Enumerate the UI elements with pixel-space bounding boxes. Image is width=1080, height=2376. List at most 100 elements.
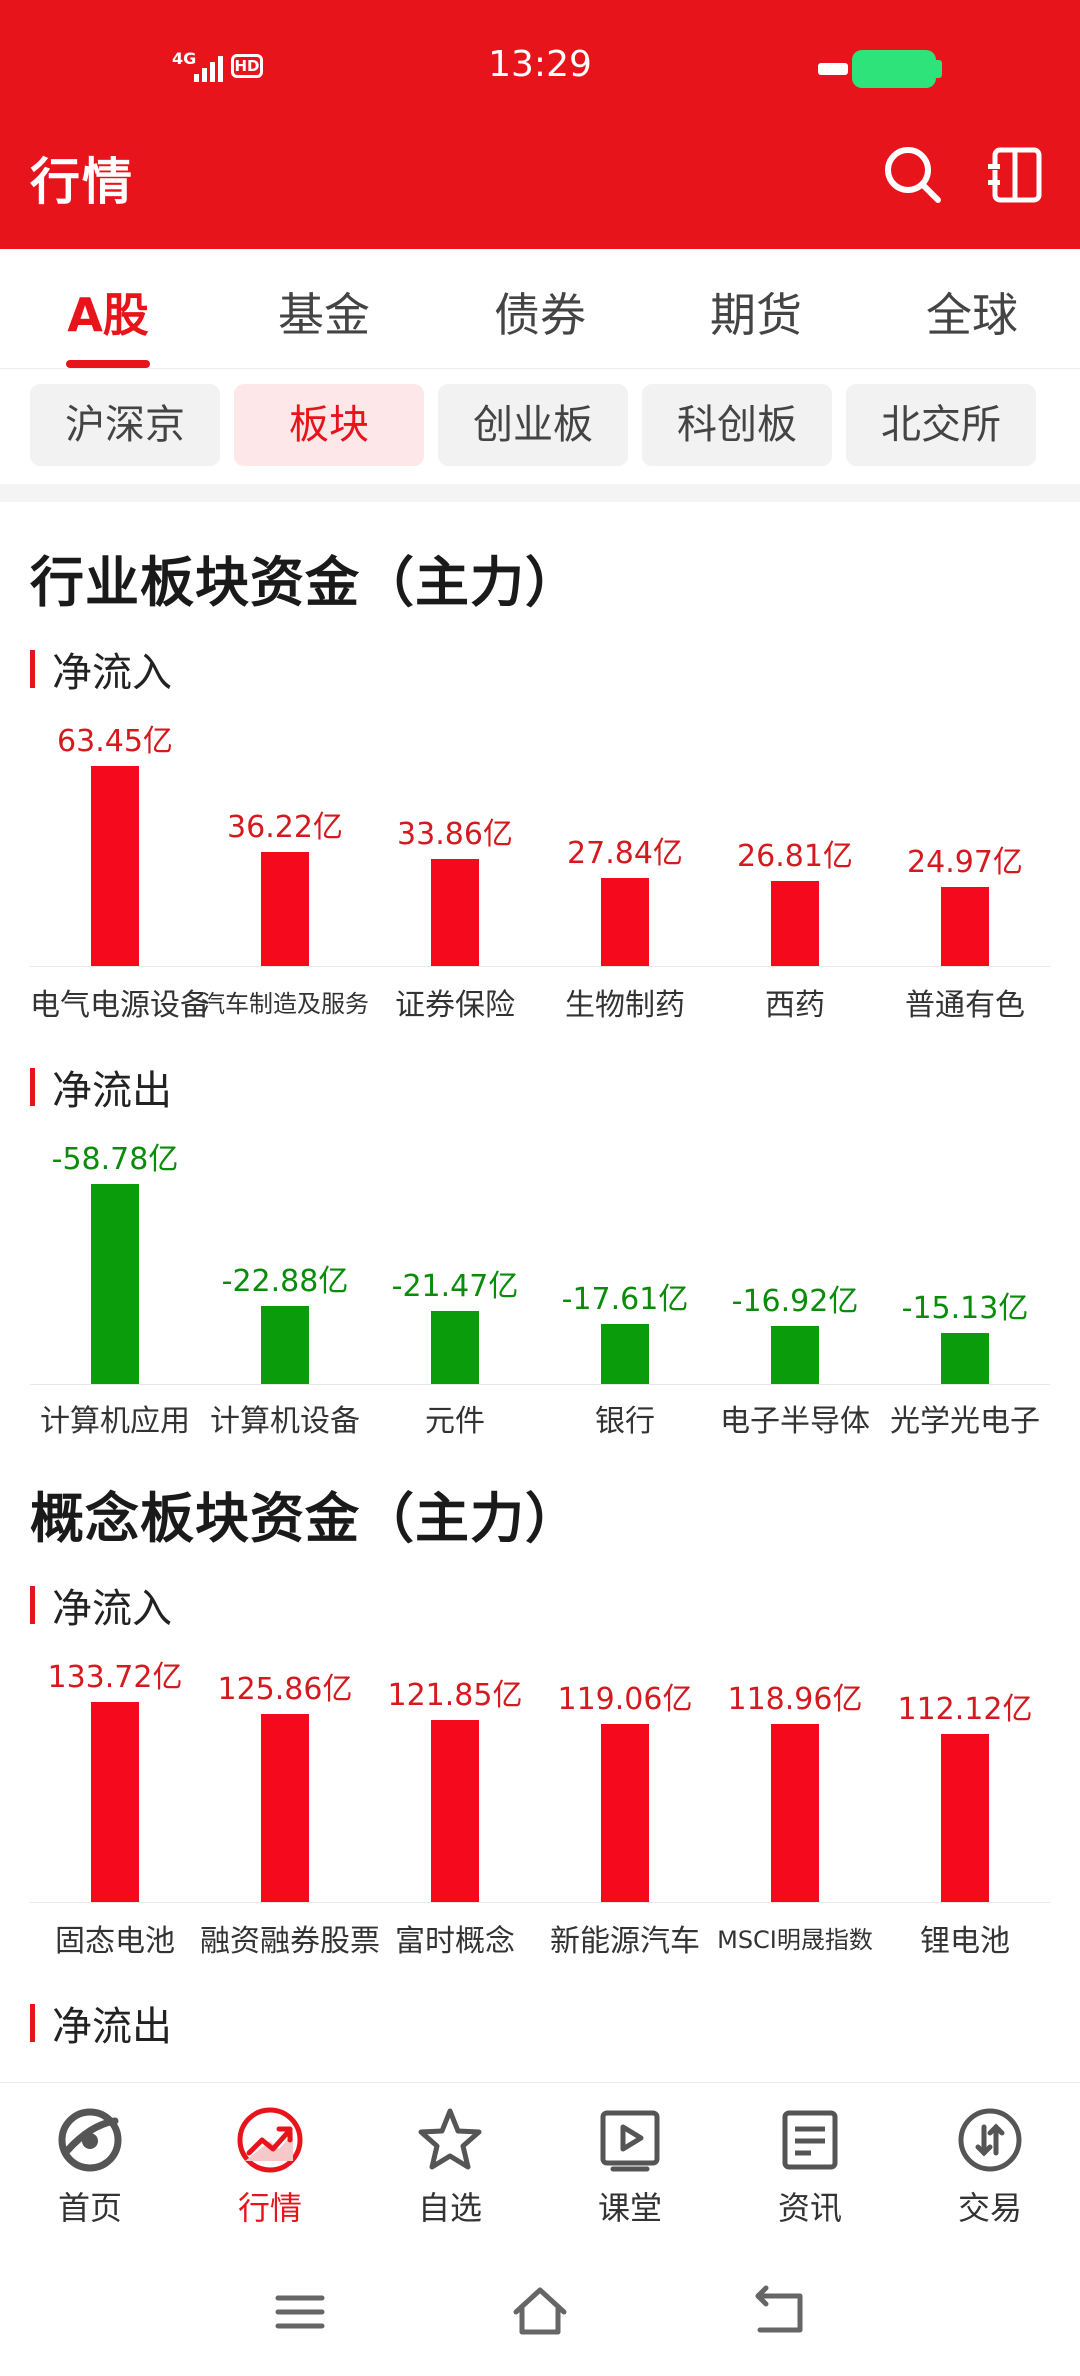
nav-label: 行情 xyxy=(237,2189,302,2227)
bar-column[interactable]: -58.78亿 xyxy=(30,1094,200,1384)
bar-column[interactable]: -22.88亿 xyxy=(200,1094,370,1384)
concept-section-title: 概念板块资金（主力） xyxy=(30,1487,580,1550)
industry-inflow-chart: 63.45亿 36.22亿 33.86亿 27.84亿 26.81亿 24.97亿 xyxy=(30,676,1050,966)
subtab-hushenjing[interactable]: 沪深京 xyxy=(30,384,220,466)
bar-value-label: -21.47亿 xyxy=(391,1269,519,1304)
home-logo-icon xyxy=(58,2108,122,2172)
bar-column[interactable]: 36.22亿 xyxy=(200,676,370,966)
tab-bond[interactable]: 债券 xyxy=(494,288,586,342)
bar-value-label: 24.97亿 xyxy=(907,845,1023,880)
bar-value-label: 33.86亿 xyxy=(397,817,513,852)
battery-icon xyxy=(852,50,936,88)
nav-market[interactable]: 行情 xyxy=(180,2105,360,2229)
chart-bar xyxy=(431,1311,479,1384)
signal-4g-icon: 4G xyxy=(172,49,223,82)
tab-fund[interactable]: 基金 xyxy=(278,288,370,342)
bar-value-label: -58.78亿 xyxy=(51,1142,179,1177)
category-label: 西药 xyxy=(765,988,825,1023)
back-icon[interactable] xyxy=(750,2282,810,2342)
category-label: 富时概念 xyxy=(395,1924,515,1959)
subtab-bse[interactable]: 北交所 xyxy=(846,384,1036,466)
home-icon[interactable] xyxy=(510,2282,570,2342)
network-type: 4G xyxy=(172,49,196,68)
concept-inflow-categories: 固态电池 融资融券股票 富时概念 新能源汽车 MSCI明晟指数 锂电池 xyxy=(30,1916,1050,1960)
bar-value-label: -15.13亿 xyxy=(901,1291,1029,1326)
charging-plug-icon xyxy=(818,63,848,75)
category-label: 普通有色 xyxy=(905,988,1025,1023)
category-label: 生物制药 xyxy=(565,988,685,1023)
chart-bar xyxy=(771,1724,819,1902)
industry-outflow-label: 净流出 xyxy=(30,1058,172,1116)
category-label: 电子半导体 xyxy=(720,1404,870,1439)
chart-bar xyxy=(601,1724,649,1902)
tab-a-share[interactable]: A股 xyxy=(67,288,149,342)
bar-value-label: 63.45亿 xyxy=(57,724,173,759)
bar-value-label: 27.84亿 xyxy=(567,836,683,871)
chart-bar xyxy=(771,881,819,966)
category-label: 光学光电子 xyxy=(890,1404,1040,1439)
category-label: MSCI明晟指数 xyxy=(717,1926,873,1954)
chart-bar xyxy=(601,878,649,966)
phone-book-icon[interactable] xyxy=(985,142,1049,206)
bar-column[interactable]: 112.12亿 xyxy=(880,1612,1050,1902)
bar-value-label: 118.96亿 xyxy=(727,1682,863,1717)
industry-outflow-chart: -58.78亿 -22.88亿 -21.47亿 -17.61亿 -16.92亿 -15.1… xyxy=(30,1094,1050,1384)
nav-trade[interactable]: 交易 xyxy=(900,2105,1080,2229)
subtab-sector[interactable]: 板块 xyxy=(234,384,424,466)
news-document-icon xyxy=(782,2110,838,2170)
category-label: 固态电池 xyxy=(55,1924,175,1959)
bar-column[interactable]: 121.85亿 xyxy=(370,1612,540,1902)
industry-outflow-categories: 计算机应用 计算机设备 元件 银行 电子半导体 光学光电子 xyxy=(30,1396,1050,1440)
bar-column[interactable]: 63.45亿 xyxy=(30,676,200,966)
industry-inflow-label: 净流入 xyxy=(30,640,172,698)
nav-label: 交易 xyxy=(957,2189,1022,2227)
chart-bar xyxy=(941,887,989,966)
chart-bar xyxy=(431,1720,479,1902)
bar-column[interactable]: 26.81亿 xyxy=(710,676,880,966)
top-header: 4G HD 13:29 行情 xyxy=(0,0,1080,249)
trend-chart-icon xyxy=(237,2107,303,2173)
chart-baseline xyxy=(30,966,1050,967)
bar-column[interactable]: 133.72亿 xyxy=(30,1612,200,1902)
tab-futures[interactable]: 期货 xyxy=(710,288,802,342)
category-label: 计算机设备 xyxy=(210,1404,360,1439)
bar-column[interactable]: -16.92亿 xyxy=(710,1094,880,1384)
chart-bar xyxy=(431,859,479,966)
nav-home[interactable]: 首页 xyxy=(0,2105,180,2229)
menu-icon[interactable] xyxy=(270,2282,330,2342)
bar-column[interactable]: 33.86亿 xyxy=(370,676,540,966)
chart-bar xyxy=(261,1714,309,1902)
bar-value-label: 121.85亿 xyxy=(387,1678,523,1713)
bar-column[interactable]: -15.13亿 xyxy=(880,1094,1050,1384)
bar-value-label: 36.22亿 xyxy=(227,810,343,845)
tab-global[interactable]: 全球 xyxy=(926,288,1018,342)
page-title: 行情 xyxy=(30,153,134,211)
bar-column[interactable]: -21.47亿 xyxy=(370,1094,540,1384)
bottom-nav: 首页 行情 自选 课堂 xyxy=(0,2082,1080,2252)
video-play-icon xyxy=(600,2110,660,2172)
bar-column[interactable]: 119.06亿 xyxy=(540,1612,710,1902)
nav-classroom[interactable]: 课堂 xyxy=(540,2105,720,2229)
subtab-chinext[interactable]: 创业板 xyxy=(438,384,628,466)
bar-column[interactable]: 24.97亿 xyxy=(880,676,1050,966)
bar-column[interactable]: 27.84亿 xyxy=(540,676,710,966)
subtab-star-market[interactable]: 科创板 xyxy=(642,384,832,466)
search-icon[interactable] xyxy=(880,142,944,206)
chart-baseline xyxy=(30,1902,1050,1903)
bar-column[interactable]: 125.86亿 xyxy=(200,1612,370,1902)
concept-inflow-chart: 133.72亿 125.86亿 121.85亿 119.06亿 118.96亿 112.1… xyxy=(30,1612,1050,1902)
chart-baseline xyxy=(30,1384,1050,1385)
category-label: 汽车制造及服务 xyxy=(201,990,369,1018)
nav-news[interactable]: 资讯 xyxy=(720,2105,900,2229)
nav-watchlist[interactable]: 自选 xyxy=(360,2105,540,2229)
chart-bar xyxy=(941,1734,989,1902)
section-divider xyxy=(0,484,1080,502)
bar-column[interactable]: 118.96亿 xyxy=(710,1612,880,1902)
category-label: 电气电源设备 xyxy=(30,988,210,1023)
battery-tip xyxy=(936,60,942,78)
bar-column[interactable]: -17.61亿 xyxy=(540,1094,710,1384)
bar-value-label: 125.86亿 xyxy=(217,1672,353,1707)
nav-label: 自选 xyxy=(417,2189,482,2227)
active-tab-indicator xyxy=(66,360,150,368)
